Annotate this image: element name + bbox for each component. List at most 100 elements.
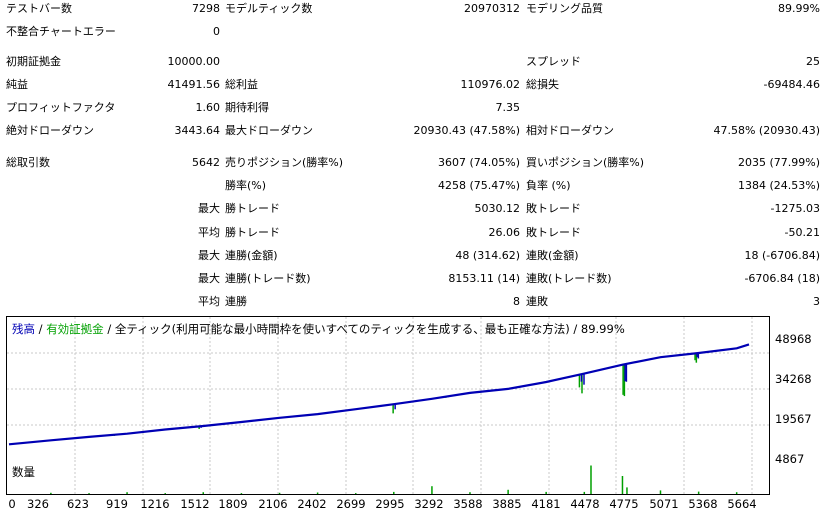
x-tick-label: 4181 [531,497,561,511]
stat-label: プロフィットファクタ [6,101,116,114]
stat-value: 20930.43 (47.58%) [413,124,520,137]
stat-label: 連勝 [225,295,247,308]
stat-label: 総損失 [526,78,559,91]
legend-separator: / [569,322,581,336]
stat-label: 連勝(トレード数) [225,272,311,285]
stat-value: 最大 [198,202,220,215]
x-tick-label: 4775 [609,497,639,511]
y-tick-label: 4867 [775,452,805,466]
x-tick-label: 919 [106,497,128,511]
x-tick-label: 4478 [570,497,600,511]
stat-label: 勝トレード [225,202,280,215]
stat-value: -1275.03 [770,202,820,215]
legend-equity: 有効証拠金 [46,322,104,336]
stat-label: 敗トレード [526,226,581,239]
stat-value: 7.35 [495,101,521,114]
x-tick-label: 623 [67,497,89,511]
x-tick-label: 1809 [218,497,248,511]
stat-value: 18 (-6706.84) [744,249,820,262]
stat-value: 平均 [198,295,220,308]
stat-label: 連勝(金額) [225,249,278,262]
stat-label: 敗トレード [526,202,581,215]
x-tick-label: 5368 [688,497,718,511]
stat-label: 初期証拠金 [6,55,61,68]
x-tick-label: 0 [8,497,16,511]
stat-value: 平均 [198,226,220,239]
stat-value: 3 [813,295,820,308]
stat-label: 勝トレード [225,226,280,239]
x-tick-label: 1512 [180,497,210,511]
volume-graph-plot [50,460,753,494]
stat-value: 1.60 [195,101,221,114]
stat-label: 勝率(%) [225,179,267,192]
x-tick-label: 5071 [649,497,679,511]
x-tick-label: 2995 [375,497,405,511]
stat-label: 買いポジション(勝率%) [526,156,645,169]
stat-value: 89.99% [778,2,820,15]
stat-label: 売りポジション(勝率%) [225,156,344,169]
stat-label: 総取引数 [6,156,50,169]
stat-label: 純益 [6,78,28,91]
stat-value: 110976.02 [460,78,521,91]
stat-value: 1384 (24.53%) [737,179,820,192]
x-tick-label: 2106 [258,497,288,511]
stat-value: 41491.56 [167,78,221,91]
stat-label: 連敗(トレード数) [526,272,612,285]
stat-value: 0 [213,25,220,38]
balance-graph-plot [7,317,769,461]
stat-label: モデルティック数 [225,2,313,15]
stat-value: 8 [513,295,520,308]
x-tick-label: 326 [27,497,49,511]
stat-label: 負率 (%) [526,179,571,192]
x-tick-label: 2402 [297,497,327,511]
stat-value: -6706.84 (18) [744,272,820,285]
stat-value: 26.06 [488,226,521,239]
stat-value: 4258 (75.47%) [437,179,520,192]
x-tick-label: 2699 [336,497,366,511]
stat-value: 3443.64 [174,124,221,137]
y-tick-label: 34268 [775,372,812,386]
x-tick-label: 5664 [727,497,757,511]
stat-label: スプレッド [526,55,581,68]
stat-value: 7298 [192,2,220,15]
stat-value: 25 [806,55,820,68]
balance-line [8,343,750,446]
y-tick-label: 48968 [775,332,812,346]
stat-value: 最大 [198,249,220,262]
stat-label: 連敗 [526,295,548,308]
stat-label: 最大ドローダウン [225,124,313,137]
stat-value: 47.58% (20930.43) [713,124,820,137]
stat-value: 20970312 [464,2,520,15]
stat-value: 5642 [192,156,220,169]
stat-value: 2035 (77.99%) [737,156,820,169]
stat-label: 連敗(金額) [526,249,579,262]
stat-value: 最大 [198,272,220,285]
volume-title: 数量 [12,465,35,479]
stat-value: 5030.12 [474,202,521,215]
legend-separator: / [35,322,47,336]
legend-model: 全ティック(利用可能な最小時間枠を使いすべてのティックを生成する、最も正確な方法… [114,322,570,336]
stat-label: 不整合チャートエラー [6,25,116,38]
stat-label: テストバー数 [6,2,72,15]
y-tick-label: 19567 [775,412,812,426]
stat-value: 10000.00 [167,55,221,68]
x-tick-label: 3588 [453,497,483,511]
stat-label: モデリング品質 [526,2,603,15]
volume-graph [6,460,770,495]
balance-graph [6,316,770,462]
x-tick-label: 3885 [492,497,522,511]
stat-value: -50.21 [784,226,820,239]
legend-quality: 89.99% [580,322,625,336]
x-tick-label: 3292 [414,497,444,511]
stat-label: 相対ドローダウン [526,124,614,137]
stat-value: 3607 (74.05%) [437,156,520,169]
legend-balance: 残高 [12,322,35,336]
stat-value: 8153.11 (14) [448,272,520,285]
stat-value: 48 (314.62) [455,249,520,262]
legend-separator: / [103,322,115,336]
graph-legend: 残高 / 有効証拠金 / 全ティック(利用可能な最小時間枠を使いすべてのティック… [12,321,625,337]
stat-label: 絶対ドローダウン [6,124,94,137]
stat-label: 期待利得 [225,101,269,114]
x-tick-label: 1216 [140,497,170,511]
stat-value: -69484.46 [763,78,820,91]
